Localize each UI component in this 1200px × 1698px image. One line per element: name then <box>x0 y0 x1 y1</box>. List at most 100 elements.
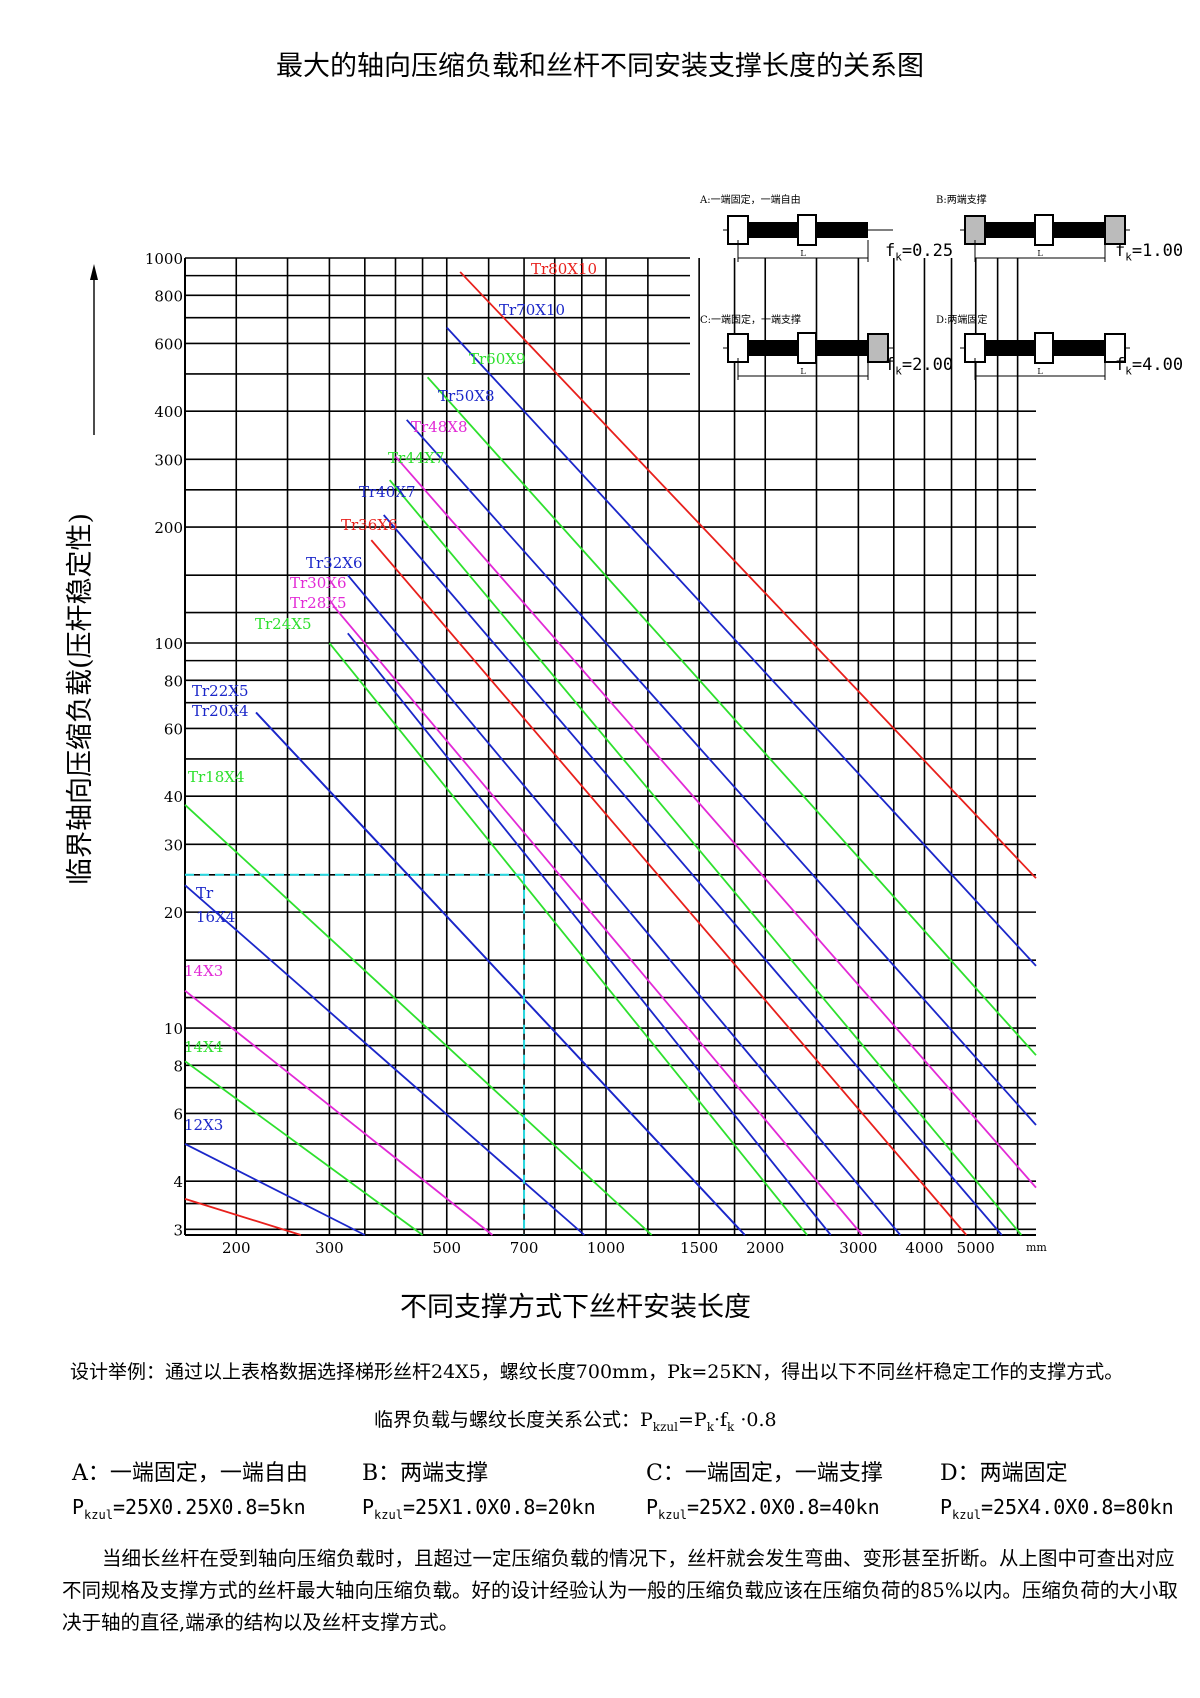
series-label: Tr20X4 <box>192 702 248 720</box>
screw-nut <box>797 332 817 364</box>
y-axis-title: 临界轴向压缩负载(压杆稳定性) <box>65 512 96 885</box>
chart-grid <box>184 257 1036 1236</box>
series-line-tr14x4 <box>184 1060 424 1236</box>
y-tick-label: 100 <box>154 635 183 653</box>
x-tick-label: 300 <box>315 1239 344 1257</box>
case-b-formula: Pkzul=25X1.0X0.8=20kn <box>362 1495 596 1522</box>
series-label: Tr28X5 <box>290 594 346 612</box>
x-tick-label: 1500 <box>680 1239 718 1257</box>
support-label-a: A:一端固定，一端自由 <box>700 195 801 206</box>
left-bearing <box>727 333 749 363</box>
series-line-tr32x6 <box>347 574 901 1236</box>
case-b-title: B：两端支撑 <box>362 1461 489 1486</box>
x-tick-label: 500 <box>432 1239 461 1257</box>
fk-d: fk=4.00 <box>1115 355 1184 378</box>
support-diagram-c: L <box>723 332 893 380</box>
series-label: Tr24X5 <box>255 615 311 633</box>
y-tick-label: 800 <box>154 287 183 305</box>
y-tick-label: 10 <box>164 1020 183 1038</box>
x-tick-label: 2000 <box>746 1239 784 1257</box>
series-line-tr16x4 <box>184 884 585 1236</box>
y-tick-label: 8 <box>173 1057 183 1075</box>
page-title: 最大的轴向压缩负载和丝杆不同安装支撑长度的关系图 <box>276 51 924 82</box>
x-tick-label: 3000 <box>839 1239 877 1257</box>
chart-series <box>184 271 1037 1236</box>
series-label: Tr36X6 <box>341 516 397 534</box>
series-line-tr50x8 <box>406 419 1037 1126</box>
series-label: 14X4 <box>184 1038 223 1056</box>
x-tick-label: 200 <box>222 1239 251 1257</box>
design-example: 设计举例：通过以上表格数据选择梯形丝杆24X5，螺纹长度700mm，Pk=25K… <box>70 1361 1124 1383</box>
series-label: Tr <box>196 884 214 902</box>
left-bearing <box>964 215 986 245</box>
series-label: Tr48X8 <box>411 418 467 436</box>
series-line-tr12x3 <box>184 1143 366 1236</box>
series-label: Tr30X6 <box>290 574 346 592</box>
case-a-title: A：一端固定，一端自由 <box>72 1461 308 1486</box>
series-line-tr10x2 <box>184 1197 302 1236</box>
screw-nut <box>1034 214 1054 246</box>
description: 当细长丝杆在受到轴向压缩负载时，且超过一定压缩负载的情况下，丝杆就会发生弯曲、变… <box>62 1547 1178 1634</box>
screw-nut <box>1034 332 1054 364</box>
y-tick-label: 600 <box>154 335 183 353</box>
series-line-tr70x10 <box>446 326 1037 967</box>
series-label: Tr60X9 <box>469 350 525 368</box>
x-tick-label: 1000 <box>587 1239 625 1257</box>
left-bearing <box>727 215 749 245</box>
y-tick-label: 1000 <box>145 250 183 268</box>
series-labels: Tr80X10 Tr70X10 Tr60X9 Tr50X8 Tr48X8 Tr44X7 Tr… <box>184 260 597 1134</box>
series-label: Tr70X10 <box>499 301 565 319</box>
axis-arrows <box>90 264 98 435</box>
series-line-tr14x3 <box>184 990 494 1236</box>
y-tick-label: 4 <box>173 1173 183 1191</box>
series-label: Tr22X5 <box>192 682 248 700</box>
series-label: Tr80X10 <box>531 260 597 278</box>
y-tick-label: 40 <box>164 788 183 806</box>
series-label: 12X3 <box>184 1116 223 1134</box>
fk-b: fk=1.00 <box>1115 241 1184 264</box>
series-line-tr30x6 <box>332 605 863 1236</box>
support-label-d: D:两端固定 <box>936 315 988 326</box>
y-tick-label: 300 <box>154 451 183 469</box>
support-diagram-a: L <box>723 214 893 262</box>
fk-a: fk=0.25 <box>885 241 954 264</box>
formula: 临界负载与螺纹长度关系公式：Pkzul=Pk·fk ·0.8 <box>374 1409 777 1434</box>
support-label-b: B:两端支撑 <box>936 195 987 206</box>
series-line-tr24x5 <box>328 642 808 1236</box>
x-tick-label: 5000 <box>957 1239 995 1257</box>
series-label: Tr44X7 <box>388 449 444 467</box>
support-label-c: C:一端固定，一端支撑 <box>700 315 802 326</box>
support-diagram-d: L <box>960 332 1130 380</box>
case-d-formula: Pkzul=25X4.0X0.8=80kn <box>940 1495 1174 1522</box>
y-tick-label: 20 <box>164 904 183 922</box>
case-d-title: D：两端固定 <box>940 1461 1068 1486</box>
tick-labels: 3 4 6 8 10 20 30 40 60 80 100 200 300 400 600 800 1000 20… <box>145 250 1048 1257</box>
series-line-tr18x4 <box>184 804 653 1236</box>
series-line-tr44x7 <box>388 479 1023 1236</box>
y-tick-label: 80 <box>164 672 183 690</box>
series-line-tr48x8 <box>394 455 1037 1189</box>
case-c-formula: Pkzul=25X2.0X0.8=40kn <box>646 1495 880 1522</box>
series-line-tr28x5 <box>347 632 832 1236</box>
buckling-load-chart: 3 4 6 8 10 20 30 40 60 80 100 200 300 400 600 800 1000 20… <box>90 214 1130 1257</box>
x-tick-label: 700 <box>510 1239 539 1257</box>
screw-nut <box>797 214 817 246</box>
y-tick-label: 400 <box>154 403 183 421</box>
series-line-tr36x6 <box>370 539 968 1236</box>
right-bearing <box>867 333 889 363</box>
right-bearing <box>1104 333 1126 363</box>
y-tick-label: 200 <box>154 519 183 537</box>
x-unit-label: mm <box>1026 1241 1047 1254</box>
series-line-tr80x10 <box>459 271 1037 879</box>
series-label: 14X3 <box>184 962 223 980</box>
dimension-label: L <box>1037 367 1043 376</box>
x-axis-title: 不同支撑方式下丝杆安装长度 <box>400 1292 751 1323</box>
series-line-tr20x4 <box>255 711 746 1236</box>
case-a-formula: Pkzul=25X0.25X0.8=5kn <box>72 1495 306 1522</box>
dimension-label: L <box>1037 249 1043 258</box>
y-tick-label: 30 <box>164 836 183 854</box>
y-tick-label: 60 <box>164 720 183 738</box>
y-tick-label: 6 <box>173 1105 183 1123</box>
x-tick-label: 4000 <box>905 1239 943 1257</box>
series-line-tr40x7 <box>383 514 1003 1236</box>
